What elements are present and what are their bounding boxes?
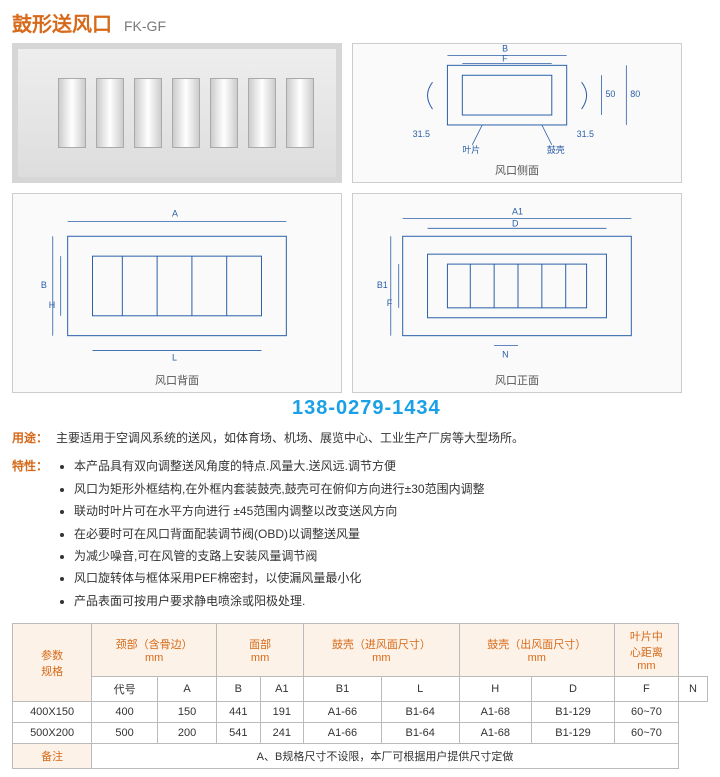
usage-text: 主要适用于空调风系统的送风，如体育场、机场、展览中心、工业生产厂房等大型场所。	[56, 428, 524, 448]
note-text: A、B规格尺寸不设限，本厂可根据用户提供尺寸定做	[92, 744, 679, 769]
feature-item: 本产品具有双向调整送风角度的特点.风量大.送风远.调节方便	[74, 456, 485, 476]
th-param: 参数 规格	[13, 624, 92, 702]
col-header: A	[158, 677, 217, 702]
feature-item: 风口为矩形外框结构,在外框内套装鼓壳,鼓壳可在俯仰方向进行±30范围内调整	[74, 479, 485, 499]
title-row: 鼓形送风口 FK-GF	[12, 8, 708, 37]
dim-80: 80	[630, 89, 640, 99]
features-label: 特性：	[12, 456, 48, 613]
dim-B1: B1	[377, 280, 388, 290]
dim-Ff: F	[387, 298, 393, 308]
diagram-side: B F 50 80 31.5 31.5 叶片 鼓壳 风口侧面	[352, 43, 682, 183]
table-cell: A1-68	[459, 723, 531, 744]
table-cell: 191	[260, 702, 304, 723]
col-header: A1	[260, 677, 304, 702]
th-neck: 颈部（含骨边）mm	[92, 624, 217, 677]
col-header: N	[678, 677, 707, 702]
th-face: 面部mm	[217, 624, 304, 677]
table-row: 400X150400150441191A1-66B1-64A1-68B1-129…	[13, 702, 708, 723]
spec-table: 参数 规格 颈部（含骨边）mm 面部mm 鼓壳（进风面尺寸）mm 鼓壳（出风面尺…	[12, 623, 708, 769]
feature-item: 产品表面可按用户要求静电喷涂或阳极处理.	[74, 591, 485, 611]
diagram-back-label: 风口背面	[155, 368, 199, 392]
diagram-photo	[12, 43, 342, 183]
diagram-back: A B H L 风口背面	[12, 193, 342, 393]
dim-F: F	[502, 53, 508, 63]
col-header: B1	[304, 677, 382, 702]
th-shellin: 鼓壳（进风面尺寸）mm	[304, 624, 459, 677]
watermark: 138-0279-1434	[292, 397, 708, 420]
features-section: 特性： 本产品具有双向调整送风角度的特点.风量大.送风远.调节方便风口为矩形外框…	[12, 456, 708, 613]
dim-50: 50	[605, 89, 615, 99]
table-cell: 400X150	[13, 702, 92, 723]
features-list: 本产品具有双向调整送风角度的特点.风量大.送风远.调节方便风口为矩形外框结构,在…	[74, 456, 485, 613]
table-cell: 400	[92, 702, 158, 723]
label-leaf: 叶片	[462, 144, 480, 155]
diagram-front-label: 风口正面	[495, 368, 539, 392]
th-shellout: 鼓壳（出风面尺寸）mm	[459, 624, 614, 677]
usage-label: 用途：	[12, 428, 48, 448]
table-cell: 200	[158, 723, 217, 744]
dim-L: L	[172, 353, 177, 363]
table-cell: B1-129	[532, 723, 615, 744]
table-cell: 500	[92, 723, 158, 744]
dim-31b: 31.5	[577, 129, 594, 139]
dim-B: B	[502, 43, 508, 53]
dim-A1: A1	[512, 206, 523, 216]
table-cell: 441	[217, 702, 261, 723]
table-cell: 60~70	[614, 723, 678, 744]
table-cell: 60~70	[614, 702, 678, 723]
table-cell: A1-66	[304, 702, 382, 723]
dim-D: D	[512, 218, 519, 228]
dim-H: H	[49, 300, 55, 310]
col-header: F	[614, 677, 678, 702]
table-row: 500X200500200541241A1-66B1-64A1-68B1-129…	[13, 723, 708, 744]
table-cell: A1-68	[459, 702, 531, 723]
col-header: L	[381, 677, 459, 702]
col-header: D	[532, 677, 615, 702]
dim-N: N	[502, 350, 508, 360]
note-label: 备注	[13, 744, 92, 769]
table-cell: 541	[217, 723, 261, 744]
table-cell: 500X200	[13, 723, 92, 744]
dim-Bv: B	[41, 280, 47, 290]
feature-item: 为减少噪音,可在风管的支路上安装风量调节阀	[74, 546, 485, 566]
diagram-side-label: 风口侧面	[495, 158, 539, 182]
dim-A: A	[172, 208, 178, 218]
label-shell: 鼓壳	[547, 144, 565, 155]
table-cell: B1-64	[381, 702, 459, 723]
title-cn: 鼓形送风口	[12, 8, 112, 37]
table-cell: 241	[260, 723, 304, 744]
feature-item: 在必要时可在风口背面配装调节阀(OBD)以调整送风量	[74, 524, 485, 544]
col-header: B	[217, 677, 261, 702]
feature-item: 联动时叶片可在水平方向进行 ±45范围内调整以改变送风方向	[74, 501, 485, 521]
table-cell: A1-66	[304, 723, 382, 744]
feature-item: 风口旋转体与框体采用PEF棉密封，以使漏风量最小化	[74, 568, 485, 588]
table-cell: B1-129	[532, 702, 615, 723]
diagrams: B F 50 80 31.5 31.5 叶片 鼓壳 风口侧面	[12, 43, 708, 393]
dim-31a: 31.5	[413, 129, 430, 139]
th-blade: 叶片中 心距离mm	[614, 624, 678, 677]
col-header: 代号	[92, 677, 158, 702]
col-header: H	[459, 677, 531, 702]
table-cell: 150	[158, 702, 217, 723]
diagram-front: A1 D B1 F N 风口正面	[352, 193, 682, 393]
table-cell: B1-64	[381, 723, 459, 744]
usage-section: 用途： 主要适用于空调风系统的送风，如体育场、机场、展览中心、工业生产厂房等大型…	[12, 428, 708, 448]
title-code: FK-GF	[124, 18, 166, 34]
